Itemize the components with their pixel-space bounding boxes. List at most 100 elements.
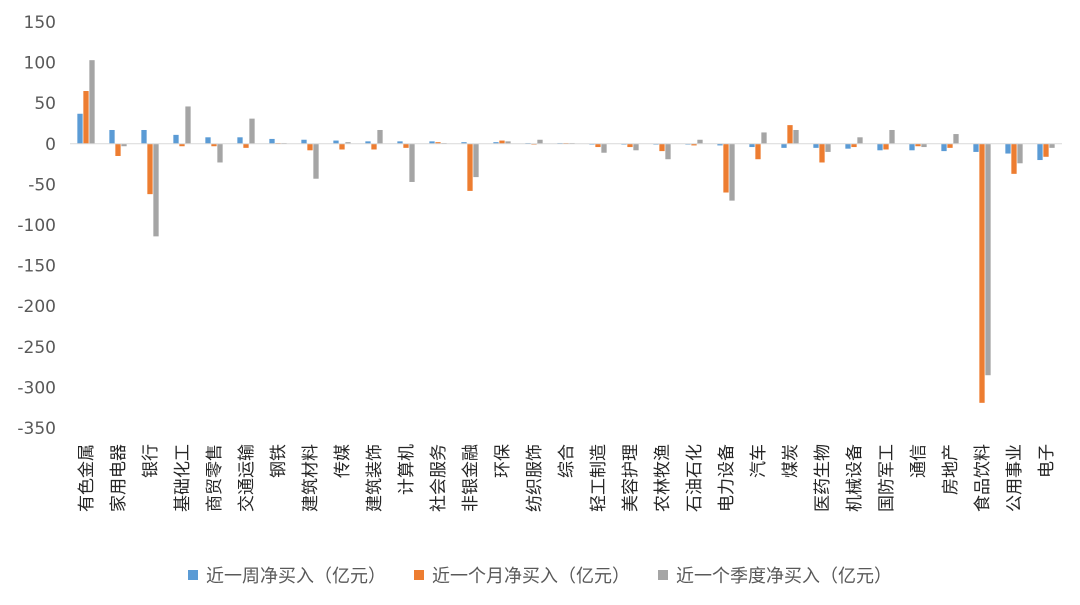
bar-series-2: [595, 143, 601, 148]
bar-series-1: [749, 143, 755, 148]
bar-series-3: [313, 143, 319, 179]
bar-series-1: [333, 140, 339, 144]
x-tick-label: 医药生物: [813, 444, 833, 512]
bar-series-3: [857, 137, 863, 144]
x-tick-label: 轻工制造: [589, 444, 609, 512]
bar-series-2: [659, 143, 665, 152]
bar-series-1: [493, 142, 499, 144]
legend-item-quarterly: 近一个季度净买入（亿元）: [658, 562, 892, 588]
bar-series-3: [505, 141, 511, 144]
bar-series-2: [787, 125, 793, 144]
bar-series-2: [339, 143, 345, 150]
bar-series-1: [941, 143, 947, 152]
bar-series-1: [813, 143, 819, 148]
bar-series-3: [537, 139, 543, 144]
x-tick-label: 机械设备: [845, 444, 865, 512]
bar-series-3: [665, 143, 671, 160]
bar-series-1: [781, 143, 787, 148]
bar-series-2: [883, 143, 889, 150]
legend-label-quarterly: 近一个季度净买入（亿元）: [676, 566, 892, 587]
legend-swatch-monthly: [414, 570, 424, 580]
bar-series-3: [633, 143, 639, 151]
bar-series-2: [851, 143, 857, 148]
y-tick-label: -350: [17, 419, 56, 439]
bar-series-1: [1005, 143, 1011, 154]
y-tick-label: 100: [24, 54, 56, 74]
x-tick-label: 电子: [1037, 444, 1057, 478]
bar-series-2: [691, 143, 697, 146]
y-tick-label: -50: [28, 175, 56, 195]
bar-series-1: [365, 141, 371, 144]
bar-series-1: [461, 142, 467, 144]
x-tick-label: 纺织服饰: [525, 444, 545, 512]
x-tick-label: 传媒: [333, 444, 353, 478]
y-tick-label: 0: [45, 135, 56, 155]
bar-series-2: [115, 143, 121, 156]
bar-series-2: [147, 143, 153, 195]
bar-series-2: [1011, 143, 1017, 174]
bar-series-2: [243, 143, 249, 148]
bar-series-1: [909, 143, 915, 151]
bar-series-1: [109, 129, 115, 144]
bar-series-3: [249, 118, 255, 144]
bar-series-2: [979, 143, 985, 403]
x-tick-label: 有色金属: [77, 444, 97, 512]
bar-series-3: [601, 143, 607, 153]
bar-series-3: [825, 143, 831, 152]
bar-series-3: [89, 60, 95, 144]
bar-series-2: [211, 143, 217, 147]
bar-series-1: [973, 143, 979, 152]
bar-series-3: [985, 143, 991, 376]
bar-series-3: [473, 143, 479, 178]
x-tick-label: 公用事业: [1005, 444, 1025, 512]
x-tick-label: 基础化工: [173, 444, 193, 512]
bar-series-3: [953, 134, 959, 144]
bar-series-3: [121, 143, 127, 147]
bar-series-2: [819, 143, 825, 163]
bar-series-1: [141, 129, 147, 144]
bar-series-1: [397, 141, 403, 144]
x-tick-label: 建筑材料: [301, 444, 321, 512]
x-tick-label: 食品饮料: [973, 444, 993, 512]
legend-label-weekly: 近一周净买入（亿元）: [206, 566, 386, 587]
bar-series-3: [889, 129, 895, 144]
bar-series-1: [237, 137, 243, 144]
legend-swatch-weekly: [188, 570, 198, 580]
bar-series-2: [435, 142, 441, 144]
bar-series-3: [185, 106, 191, 144]
bar-series-2: [1043, 143, 1049, 157]
x-tick-label: 商贸零售: [205, 444, 225, 512]
bar-series-3: [153, 143, 159, 237]
y-tick-label: -250: [17, 338, 56, 358]
bar-series-1: [77, 113, 83, 144]
bar-series-1: [269, 138, 275, 144]
bar-series-3: [377, 129, 383, 144]
x-tick-label: 家用电器: [109, 444, 129, 512]
bar-series-3: [761, 132, 767, 144]
bar-series-2: [403, 143, 409, 148]
x-tick-label: 美容护理: [621, 444, 641, 512]
bar-chart: 150 100 50 0 -50 -100 -150 -200 -250 -300 -350 有色金属…: [17, 13, 1062, 512]
bar-series-2: [915, 143, 921, 147]
bar-series-1: [205, 137, 211, 144]
bar-series-3: [1017, 143, 1023, 164]
y-tick-label: -300: [17, 378, 56, 398]
bar-series-3: [729, 143, 735, 201]
x-tick-label: 通信: [909, 444, 929, 478]
bar-series-3: [217, 143, 223, 163]
x-tick-label: 汽车: [749, 444, 769, 478]
bar-series-2: [467, 143, 473, 191]
legend: 近一周净买入（亿元） 近一个月净买入（亿元） 近一个季度净买入（亿元）: [0, 560, 1080, 590]
x-tick-label: 非银金融: [461, 444, 481, 512]
y-tick-label: -200: [17, 297, 56, 317]
x-tick-label: 社会服务: [429, 444, 449, 512]
bar-series-1: [877, 143, 883, 151]
x-tick-label: 综合: [557, 444, 577, 478]
x-tick-label: 交通运输: [237, 444, 257, 512]
bar-series-2: [307, 143, 313, 151]
y-tick-label: -150: [17, 257, 56, 277]
bar-series-2: [755, 143, 761, 160]
legend-item-monthly: 近一个月净买入（亿元）: [414, 562, 630, 588]
legend-item-weekly: 近一周净买入（亿元）: [188, 562, 386, 588]
